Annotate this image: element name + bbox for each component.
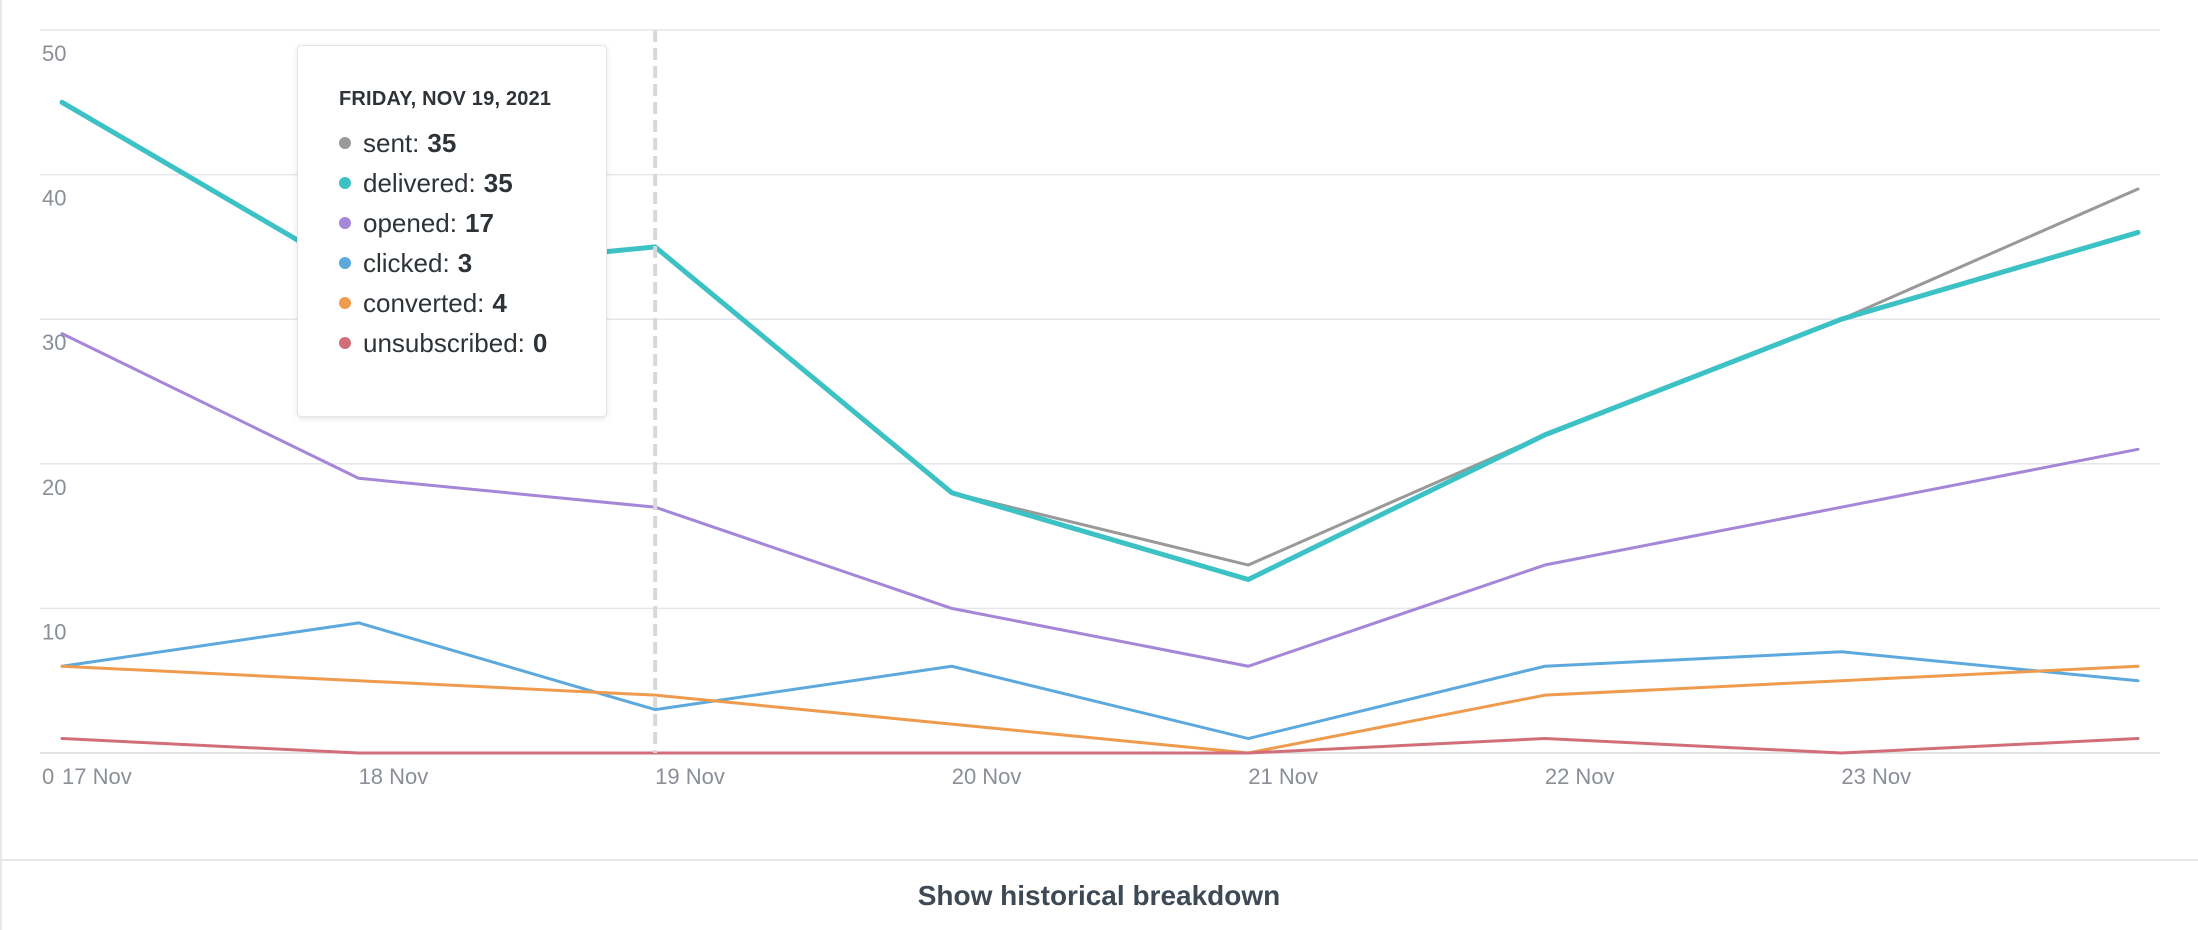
chart-footer: Show historical breakdown <box>0 859 2198 930</box>
legend-dot-icon <box>339 257 351 269</box>
tooltip-value: 0 <box>532 327 548 358</box>
tooltip-label: opened: <box>363 207 457 238</box>
tooltip-row-clicked: clicked: 3 <box>339 243 606 283</box>
legend-dot-icon <box>339 337 351 349</box>
tooltip-value: 35 <box>427 127 457 158</box>
legend-dot-icon <box>339 137 351 149</box>
x-tick-label: 21 Nov <box>1248 764 1318 789</box>
x-tick-label: 18 Nov <box>359 764 429 789</box>
show-historical-breakdown-button[interactable]: Show historical breakdown <box>917 879 1281 911</box>
y-tick-label: 40 <box>42 186 66 211</box>
tooltip-value: 17 <box>464 207 494 238</box>
series-line-converted[interactable] <box>60 664 2140 755</box>
tooltip-value: 35 <box>483 167 513 198</box>
legend-dot-icon <box>339 177 351 189</box>
legend-dot-icon <box>339 217 351 229</box>
series-line-opened[interactable] <box>60 332 2140 668</box>
tooltip-row-delivered: delivered: 35 <box>339 163 606 203</box>
tooltip-value: 3 <box>457 247 473 278</box>
tooltip-label: converted: <box>363 287 485 318</box>
x-tick-label: 23 Nov <box>1841 764 1911 789</box>
tooltip-date: FRIDAY, NOV 19, 2021 <box>339 88 552 110</box>
tooltip-label: unsubscribed: <box>363 327 525 358</box>
series-line-clicked[interactable] <box>60 621 2140 741</box>
y-tick-label: 50 <box>42 41 66 66</box>
y-tick-label: 10 <box>42 619 66 644</box>
y-tick-label: 0 <box>42 764 54 789</box>
panel-border <box>0 0 2 930</box>
tooltip-row-sent: sent: 35 <box>339 123 606 163</box>
x-axis-ticks: 17 Nov 18 Nov 19 Nov 20 Nov 21 Nov 22 Nov 23 N… <box>62 764 1911 789</box>
tooltip-row-unsubscribed: unsubscribed: 0 <box>339 323 606 363</box>
tooltip-row-opened: opened: 17 <box>339 203 606 243</box>
tooltip-label: sent: <box>363 127 420 158</box>
tooltip-value: 4 <box>492 287 507 318</box>
x-tick-label: 17 Nov <box>62 764 132 789</box>
tooltip-label: clicked: <box>363 247 450 278</box>
hover-tooltip: FRIDAY, NOV 19, 2021 sent: 35 delivered:… <box>297 45 607 417</box>
tooltip-row-converted: converted: 4 <box>339 283 606 323</box>
y-tick-label: 20 <box>42 475 66 500</box>
x-tick-label: 22 Nov <box>1545 764 1615 789</box>
legend-dot-icon <box>339 297 351 309</box>
x-tick-label: 19 Nov <box>655 764 725 789</box>
tooltip-label: delivered: <box>363 167 476 198</box>
x-tick-label: 20 Nov <box>952 764 1022 789</box>
series-line-unsubscribed[interactable] <box>60 737 2140 755</box>
